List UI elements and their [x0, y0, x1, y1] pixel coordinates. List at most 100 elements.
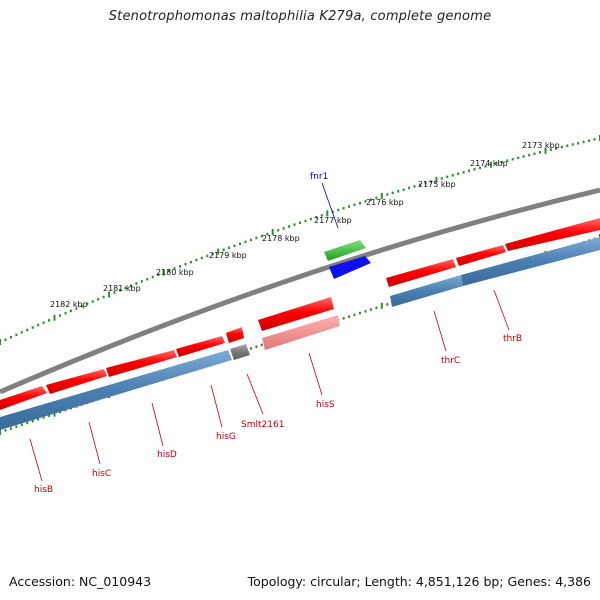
gene-label-thrC[interactable]: thrC: [441, 356, 460, 366]
tick-minor: [157, 273, 160, 277]
rna-blue-feature[interactable]: [329, 256, 371, 279]
tick-minor: [86, 302, 89, 306]
tick-minor: [9, 427, 12, 430]
tick-minor: [206, 254, 209, 258]
tick-minor: [4, 338, 7, 341]
tick-minor: [424, 181, 427, 185]
tick-minor: [315, 216, 318, 219]
gene-track-left[interactable]: [0, 350, 232, 430]
tick-minor: [244, 240, 247, 244]
tick-minor: [506, 159, 509, 162]
tick-minor: [533, 152, 536, 155]
gene-track-right-b[interactable]: [461, 237, 600, 286]
gene-label-smlt2161[interactable]: Smlt2161: [241, 420, 284, 430]
kbp-label: 2176 kbp: [366, 198, 404, 207]
tick-minor: [364, 310, 367, 313]
tick-minor: [288, 225, 291, 228]
gene-thrB-forward[interactable]: [456, 245, 506, 266]
tick-minor: [48, 319, 51, 322]
tick-minor: [37, 323, 40, 327]
gene-thrC-forward[interactable]: [386, 259, 456, 287]
tick-minor: [80, 304, 83, 308]
genome-summary: Topology: circular; Length: 4,851,126 bp…: [247, 574, 591, 589]
backbone: [0, 187, 600, 395]
tick-minor: [397, 190, 400, 193]
tick-minor: [348, 205, 351, 208]
tick-minor: [369, 198, 372, 201]
tick-minor: [522, 155, 525, 158]
gene-hisC-forward[interactable]: [46, 369, 107, 394]
tick-minor: [593, 138, 596, 141]
tick-minor: [168, 269, 171, 272]
tick-minor: [135, 282, 138, 285]
gene-label-hisS[interactable]: hisS: [316, 400, 335, 410]
tick-minor: [75, 307, 78, 310]
gene-hisB-forward[interactable]: [0, 386, 47, 410]
gene-track-right-a[interactable]: [390, 275, 463, 307]
tick-minor: [348, 315, 351, 318]
tick-minor: [588, 139, 591, 142]
tick-minor: [211, 252, 214, 256]
tick-minor: [255, 345, 258, 348]
tick-minor: [26, 421, 29, 425]
tick-minor: [457, 172, 460, 176]
gene-label-fnr1[interactable]: fnr1: [310, 172, 328, 182]
gene-label-thrB[interactable]: thrB: [503, 334, 522, 344]
tick-major: [489, 161, 492, 168]
tick-minor: [331, 210, 334, 214]
tick-minor: [353, 313, 356, 317]
tick-minor: [353, 203, 356, 206]
tick-minor: [511, 158, 514, 161]
tick-minor: [184, 263, 187, 266]
tick-minor: [364, 200, 367, 203]
tick-minor: [249, 238, 252, 242]
tick-minor: [555, 147, 558, 150]
tick-minor: [20, 423, 23, 427]
kbp-label: 2178 kbp: [262, 234, 300, 243]
tick-minor: [462, 171, 465, 174]
kbp-tick-arc: [0, 135, 600, 345]
gene-label-hisD[interactable]: hisD: [157, 450, 177, 460]
tick-minor: [304, 219, 307, 223]
map-title: Stenotrophomonas maltophilia K279a, comp…: [108, 9, 492, 24]
tick-minor: [419, 183, 421, 186]
rna-green-feature[interactable]: [324, 240, 366, 261]
tick-minor: [200, 256, 203, 260]
tick-minor: [549, 148, 552, 151]
kbp-label: 2177 kbp: [314, 216, 352, 225]
gene-hisD-forward[interactable]: [106, 350, 177, 377]
kbp-label: 2179 kbp: [209, 251, 247, 260]
gene-label-hisB[interactable]: hisB: [34, 485, 53, 495]
tick-minor: [91, 300, 94, 303]
label-lines: [29, 182, 510, 482]
pseudo-smlt2161[interactable]: [230, 344, 250, 360]
gene-smlt2161-forward[interactable]: [226, 327, 244, 343]
gene-label-hisG[interactable]: hisG: [216, 432, 236, 442]
tick-minor: [26, 328, 29, 332]
tick-minor: [260, 343, 263, 347]
kbp-label: 2174 kbp: [470, 159, 508, 168]
tick-minor: [48, 414, 51, 417]
gene-label-hisC[interactable]: hisC: [92, 469, 111, 479]
tick-minor: [173, 267, 176, 270]
kbp-label: 2180 kbp: [156, 268, 194, 277]
tick-minor: [222, 248, 225, 252]
tick-minor: [342, 207, 345, 210]
gene-hisS-forward[interactable]: [258, 297, 334, 331]
gene-hisS-pink[interactable]: [262, 315, 340, 350]
tick-minor: [20, 331, 23, 334]
tick-minor: [228, 246, 231, 250]
tick-minor: [391, 191, 394, 195]
tick-minor: [59, 314, 61, 317]
tick-minor: [69, 309, 72, 313]
tick-minor: [42, 321, 45, 324]
tick-minor: [59, 410, 61, 414]
kbp-label: 2173 kbp: [522, 141, 560, 150]
tick-minor: [413, 185, 416, 188]
tick-minor: [15, 425, 18, 428]
tick-minor: [495, 162, 498, 165]
gene-hisG-forward[interactable]: [176, 336, 225, 357]
gene-next-forward[interactable]: [505, 218, 600, 251]
tick-minor: [500, 160, 503, 164]
